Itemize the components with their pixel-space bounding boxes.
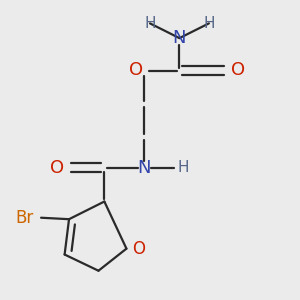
Text: Br: Br [15, 209, 34, 227]
Text: O: O [50, 159, 64, 177]
Text: N: N [137, 159, 151, 177]
Text: O: O [132, 240, 145, 258]
Text: O: O [231, 61, 245, 80]
Text: H: H [144, 16, 156, 31]
Text: H: H [203, 16, 214, 31]
Text: H: H [178, 160, 190, 175]
Text: N: N [173, 29, 186, 47]
Text: O: O [128, 61, 142, 80]
